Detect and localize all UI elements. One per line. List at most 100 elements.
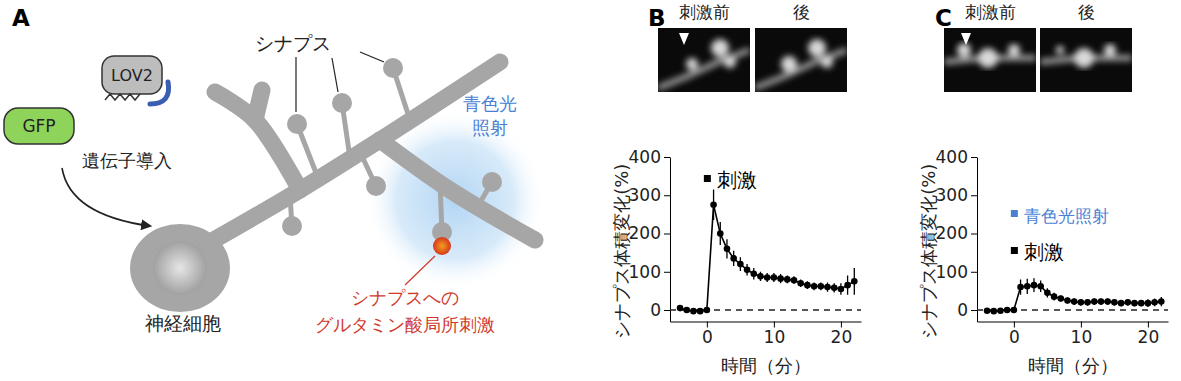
- image-spine: [978, 48, 998, 68]
- annotation: 刺激: [1024, 240, 1064, 264]
- lov2-label: LOV2: [111, 66, 153, 85]
- data-point: [710, 202, 717, 209]
- y-tick: 100: [936, 262, 977, 282]
- micrograph: [944, 28, 1036, 92]
- x-axis: 0 10 20: [671, 322, 862, 347]
- gfp-label: GFP: [22, 116, 55, 136]
- x-tick: 0: [702, 322, 713, 347]
- y-tick-label: 200: [629, 223, 661, 243]
- spine-head: [383, 58, 403, 78]
- x-tick-label: 10: [764, 327, 786, 347]
- image-caption: 後: [1078, 2, 1095, 22]
- spine-head: [287, 114, 307, 134]
- neuron-label: 神経細胞: [145, 312, 221, 334]
- data-point: [1138, 300, 1145, 307]
- x-axis-title: 時間（分）: [1028, 355, 1118, 376]
- x-axis-title: 時間（分）: [721, 355, 811, 376]
- y-tick: 0: [650, 300, 670, 320]
- data-point: [1158, 298, 1165, 305]
- gene-transfer-arrow: [62, 168, 150, 226]
- data-point: [1151, 299, 1158, 306]
- leader-line: [295, 57, 296, 112]
- y-tick: 0: [957, 300, 977, 320]
- data-point: [1011, 307, 1018, 314]
- y-tick-mark: [971, 195, 977, 196]
- image-background: [755, 28, 847, 92]
- data-point: [1004, 307, 1011, 314]
- image-background: [944, 28, 1036, 92]
- data-point: [750, 270, 757, 277]
- data-point: [1145, 300, 1152, 307]
- y-tick-mark: [971, 234, 977, 235]
- data-point: [1124, 299, 1131, 306]
- panel-label: B: [648, 5, 666, 31]
- image-spine: [781, 56, 797, 72]
- x-tick: 20: [1138, 322, 1160, 347]
- y-tick-label: 300: [936, 185, 968, 205]
- soma: [130, 224, 230, 312]
- y-tick-label: 0: [957, 300, 968, 320]
- data-point: [1064, 297, 1071, 304]
- image-caption: 刺激前: [679, 2, 730, 22]
- image-caption: 刺激前: [965, 2, 1016, 22]
- data-point: [1091, 298, 1098, 305]
- data-point: [831, 285, 838, 292]
- micrograph: [658, 28, 750, 92]
- stimulation-spot: [433, 237, 451, 255]
- data-point: [1084, 299, 1091, 306]
- light-label: 青色光: [463, 93, 517, 114]
- panel-label: C: [935, 5, 952, 31]
- arrowhead-marker: [679, 33, 689, 45]
- y-tick-label: 400: [629, 147, 661, 167]
- y-tick-mark: [664, 310, 670, 311]
- data-point: [1031, 282, 1038, 289]
- y-tick: 300: [936, 185, 977, 205]
- micrograph: [755, 28, 847, 92]
- annotation: 青色光照射: [1024, 206, 1109, 226]
- image-spine: [686, 58, 698, 70]
- x-axis-line: [671, 322, 862, 323]
- data-point: [724, 246, 731, 253]
- y-tick: 300: [629, 185, 670, 205]
- dendrite: [380, 140, 535, 240]
- spine-head: [482, 172, 502, 192]
- x-tick: 10: [1071, 322, 1093, 347]
- data-point: [764, 274, 771, 281]
- data-point: [824, 284, 831, 291]
- y-tick: 200: [936, 223, 977, 243]
- data-point: [757, 273, 764, 280]
- dendrite: [205, 62, 500, 245]
- leader-line: [405, 256, 435, 285]
- data-point: [771, 274, 778, 281]
- y-tick-mark: [664, 234, 670, 235]
- data-point: [1104, 298, 1111, 305]
- data-point: [1098, 298, 1105, 305]
- stimulation-label: シナプスへの: [351, 287, 459, 308]
- y-tick: 100: [629, 262, 670, 282]
- x-tick-label: 0: [702, 327, 713, 347]
- y-tick-label: 0: [650, 300, 661, 320]
- data-point: [677, 305, 684, 312]
- annotation-marker: [704, 175, 711, 182]
- data-point: [690, 308, 697, 315]
- image-spine: [711, 39, 729, 57]
- data-point: [1037, 283, 1044, 290]
- figure: ABCGFPLOV2遺伝子導入シナプス青色光照射シナプスへのグルタミン酸局所刺激…: [0, 0, 1181, 381]
- data-point: [1131, 300, 1138, 307]
- image-spine: [1008, 44, 1020, 56]
- data-line: [680, 205, 854, 311]
- y-tick-label: 300: [629, 185, 661, 205]
- image-spine: [957, 43, 971, 57]
- image-dendrite: [755, 50, 847, 88]
- image-spine: [1056, 46, 1064, 54]
- image-spine: [724, 56, 736, 68]
- y-axis-line: [670, 158, 671, 323]
- y-tick-mark: [971, 272, 977, 273]
- image-background: [658, 28, 750, 92]
- y-tick-label: 400: [936, 147, 968, 167]
- y-tick-mark: [971, 310, 977, 311]
- y-axis: 0 100 200 300 400: [629, 147, 671, 322]
- x-tick-label: 20: [831, 327, 853, 347]
- data-point: [990, 308, 997, 315]
- x-tick-label: 10: [1071, 327, 1093, 347]
